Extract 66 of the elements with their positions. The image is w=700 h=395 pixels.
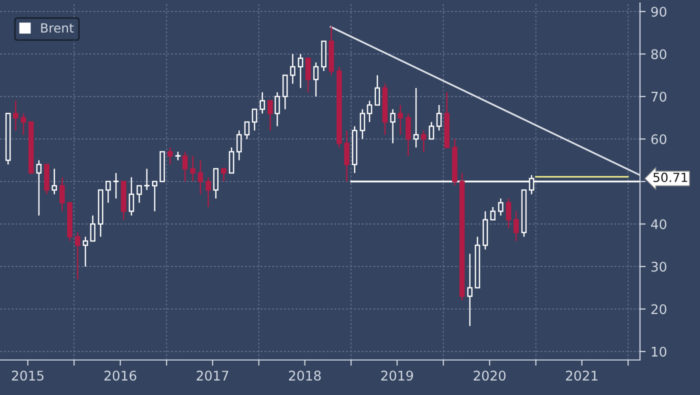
candlestick <box>144 168 150 191</box>
y-tick-label: 30 <box>651 262 666 272</box>
x-tick-label: 2016 <box>104 370 136 381</box>
candlestick <box>20 112 26 136</box>
candlestick <box>36 160 42 216</box>
candlestick <box>514 210 519 242</box>
y-tick-label: 60 <box>651 134 666 144</box>
candlestick <box>113 172 119 200</box>
candlestick <box>344 130 350 182</box>
candlestick <box>398 104 404 136</box>
candlestick <box>190 155 196 182</box>
candlestick <box>128 176 134 216</box>
y-tick-label: 70 <box>652 92 666 102</box>
candlestick <box>305 58 311 93</box>
candlestick <box>268 100 273 132</box>
candlestick <box>313 62 319 98</box>
candlestick <box>228 146 234 174</box>
candlestick <box>182 151 188 182</box>
y-tick-label: 10 <box>652 346 666 357</box>
candlestick <box>82 236 88 268</box>
candlestick <box>506 198 512 229</box>
candlestick <box>152 180 158 212</box>
candlestick <box>13 100 18 132</box>
candlestick <box>106 180 111 204</box>
candlestick <box>467 253 473 327</box>
candlestick <box>213 168 219 200</box>
y-tick-label: 90 <box>651 6 666 17</box>
candlestick <box>390 108 396 144</box>
y-tick-label: 40 <box>651 219 666 230</box>
y-tick-label: 80 <box>651 49 666 60</box>
candlestick <box>236 130 242 161</box>
x-tick-label: 2021 <box>566 370 598 381</box>
candlestick <box>420 130 426 152</box>
candlestick <box>90 214 96 242</box>
candlestick <box>60 176 65 212</box>
x-tick-label: 2015 <box>12 370 44 381</box>
candlestick <box>221 168 226 182</box>
candlestick <box>167 146 173 166</box>
candlestick <box>282 74 288 110</box>
x-tick-label: 2020 <box>474 370 506 381</box>
candlestick <box>244 121 250 140</box>
x-tick-label: 2017 <box>196 370 228 381</box>
x-tick-label: 2018 <box>289 370 321 381</box>
text: 50.71 <box>653 172 688 182</box>
y-tick-label: 20 <box>651 304 666 314</box>
candlestick <box>406 112 411 157</box>
x-tick-label: 2019 <box>381 370 413 381</box>
candlestick <box>298 53 304 89</box>
candlestick <box>74 232 80 280</box>
candlestick <box>413 87 419 148</box>
candlestick <box>366 100 372 123</box>
candlestick <box>198 160 204 195</box>
candlestick <box>436 104 442 132</box>
candlestick <box>428 121 434 140</box>
legend-label: Brent <box>41 23 74 33</box>
candlestick <box>136 185 142 204</box>
candlestick <box>260 92 266 114</box>
candlestick <box>206 176 211 208</box>
candlestick <box>52 168 57 195</box>
candlestick <box>490 206 496 220</box>
candlestick <box>252 108 258 132</box>
candlestick <box>498 198 504 216</box>
candlestick <box>374 74 380 106</box>
candlestick <box>360 108 366 140</box>
candlestick <box>290 53 296 84</box>
candlestick <box>274 92 280 127</box>
